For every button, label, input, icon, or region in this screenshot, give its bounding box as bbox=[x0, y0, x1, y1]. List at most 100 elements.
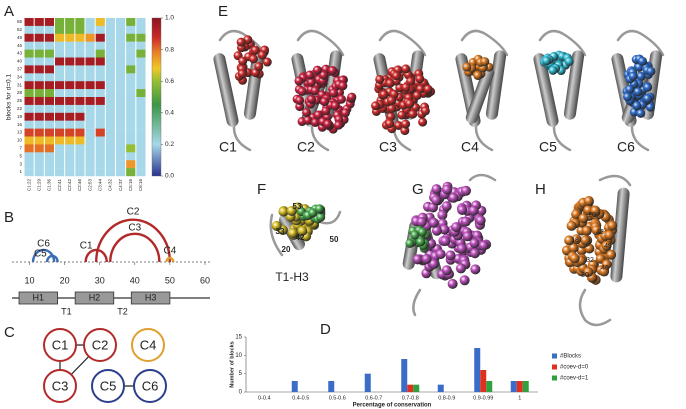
heatmap-cell bbox=[24, 49, 34, 58]
heatmap-cell bbox=[65, 57, 75, 66]
heatmap-cell bbox=[34, 112, 44, 121]
atom-sphere bbox=[628, 71, 638, 81]
network-node bbox=[91, 369, 125, 403]
heatmap-cell bbox=[34, 73, 44, 82]
heatmap-cell bbox=[75, 160, 85, 169]
heatmap-cell bbox=[44, 25, 54, 34]
panel-label: B bbox=[4, 209, 14, 226]
helix-cylinder bbox=[610, 187, 630, 283]
heatmap-cell bbox=[24, 152, 34, 161]
heatmap-cell bbox=[85, 128, 95, 137]
heatmap-cell bbox=[136, 112, 146, 121]
heatmap-cell bbox=[126, 73, 136, 82]
heatmap-cell bbox=[55, 136, 65, 145]
heatmap-cell bbox=[44, 136, 54, 145]
heatmap-cell bbox=[95, 65, 105, 74]
bar bbox=[328, 381, 335, 392]
heatmap-cell bbox=[75, 41, 85, 50]
row-label: 40 bbox=[17, 59, 23, 64]
bar bbox=[291, 381, 298, 392]
row-label: 49 bbox=[17, 35, 23, 40]
heatmap-cell bbox=[95, 168, 105, 177]
tick-label: 40 bbox=[130, 275, 140, 285]
heatmap-cell bbox=[116, 25, 126, 34]
atom-sphere bbox=[469, 238, 480, 249]
atom-sphere bbox=[297, 225, 308, 236]
heatmap-cell bbox=[44, 89, 54, 98]
x-tick-label: 0.6-0.7 bbox=[365, 395, 382, 401]
loop bbox=[578, 174, 632, 327]
heatmap-cell bbox=[24, 160, 34, 169]
heatmap-cell bbox=[95, 57, 105, 66]
atom-sphere bbox=[645, 102, 655, 112]
heatmap-cell bbox=[34, 18, 44, 27]
heatmap-cell bbox=[126, 144, 136, 153]
heatmap-cell bbox=[24, 97, 34, 106]
atom-sphere bbox=[636, 71, 646, 81]
atom-sphere bbox=[401, 64, 411, 74]
heatmap-cell bbox=[126, 65, 136, 74]
heatmap-cell bbox=[136, 89, 146, 98]
column-label: C3:44 bbox=[97, 179, 102, 192]
tick-label: 20 bbox=[60, 275, 70, 285]
atom-sphere bbox=[428, 259, 439, 270]
x-tick-label: 0-0.4 bbox=[258, 395, 271, 401]
atom-sphere bbox=[310, 86, 320, 96]
heatmap-cell bbox=[85, 41, 95, 50]
heatmap-cell bbox=[34, 25, 44, 34]
atom-sphere bbox=[421, 253, 432, 264]
atom-sphere bbox=[262, 57, 272, 67]
heatmap-cell bbox=[24, 57, 34, 66]
heatmap-cell bbox=[136, 104, 146, 113]
atom-sphere bbox=[395, 83, 405, 93]
heatmap-cell bbox=[136, 57, 146, 66]
heatmap-cell bbox=[105, 152, 115, 161]
atom-sphere bbox=[462, 62, 472, 72]
atom-sphere bbox=[473, 70, 483, 80]
loop bbox=[412, 173, 497, 317]
node-label: C5 bbox=[100, 378, 117, 393]
heatmap-cell bbox=[65, 104, 75, 113]
x-tick-label: 0.9-0.99 bbox=[473, 395, 493, 401]
heatmap-cell bbox=[126, 18, 136, 27]
atom-sphere bbox=[460, 185, 471, 196]
atom-sphere bbox=[591, 225, 602, 236]
heatmap-cell bbox=[44, 128, 54, 137]
residue-label: 42 bbox=[296, 233, 305, 242]
atom-sphere bbox=[320, 97, 330, 107]
atom-sphere bbox=[569, 253, 580, 264]
atom-sphere bbox=[646, 66, 656, 76]
colorbar-label: 0.6 bbox=[165, 78, 174, 85]
column-label: C5:16 bbox=[128, 179, 133, 192]
heatmap-cell bbox=[75, 144, 85, 153]
atom-sphere bbox=[447, 278, 458, 289]
atom-sphere bbox=[431, 184, 442, 195]
heatmap-cell bbox=[65, 89, 75, 98]
atom-sphere bbox=[604, 230, 615, 241]
atom-sphere bbox=[379, 89, 389, 99]
atom-sphere bbox=[435, 249, 446, 260]
coevolution-arc bbox=[45, 254, 59, 263]
row-label: 7 bbox=[19, 146, 22, 151]
atom-sphere bbox=[295, 95, 305, 105]
bar bbox=[516, 381, 523, 392]
network-node bbox=[133, 369, 167, 403]
heatmap-cell bbox=[85, 136, 95, 145]
heatmap-cell bbox=[95, 128, 105, 137]
atom-sphere bbox=[330, 101, 340, 111]
atom-sphere bbox=[459, 275, 470, 286]
heatmap-cell bbox=[44, 152, 54, 161]
atom-sphere bbox=[236, 37, 246, 47]
arc-label: C4 bbox=[163, 246, 176, 257]
heatmap-cell bbox=[116, 89, 126, 98]
heatmap-cell bbox=[55, 89, 65, 98]
heatmap-cell bbox=[55, 65, 65, 74]
atom-sphere bbox=[286, 205, 297, 216]
heatmap-cell bbox=[105, 144, 115, 153]
node-label: C2 bbox=[92, 337, 109, 352]
heatmap-cell bbox=[44, 49, 54, 58]
turn-label: T1 bbox=[61, 306, 72, 316]
helix-cylinder bbox=[465, 66, 495, 124]
heatmap-cell bbox=[24, 33, 34, 42]
heatmap-cell bbox=[34, 81, 44, 90]
